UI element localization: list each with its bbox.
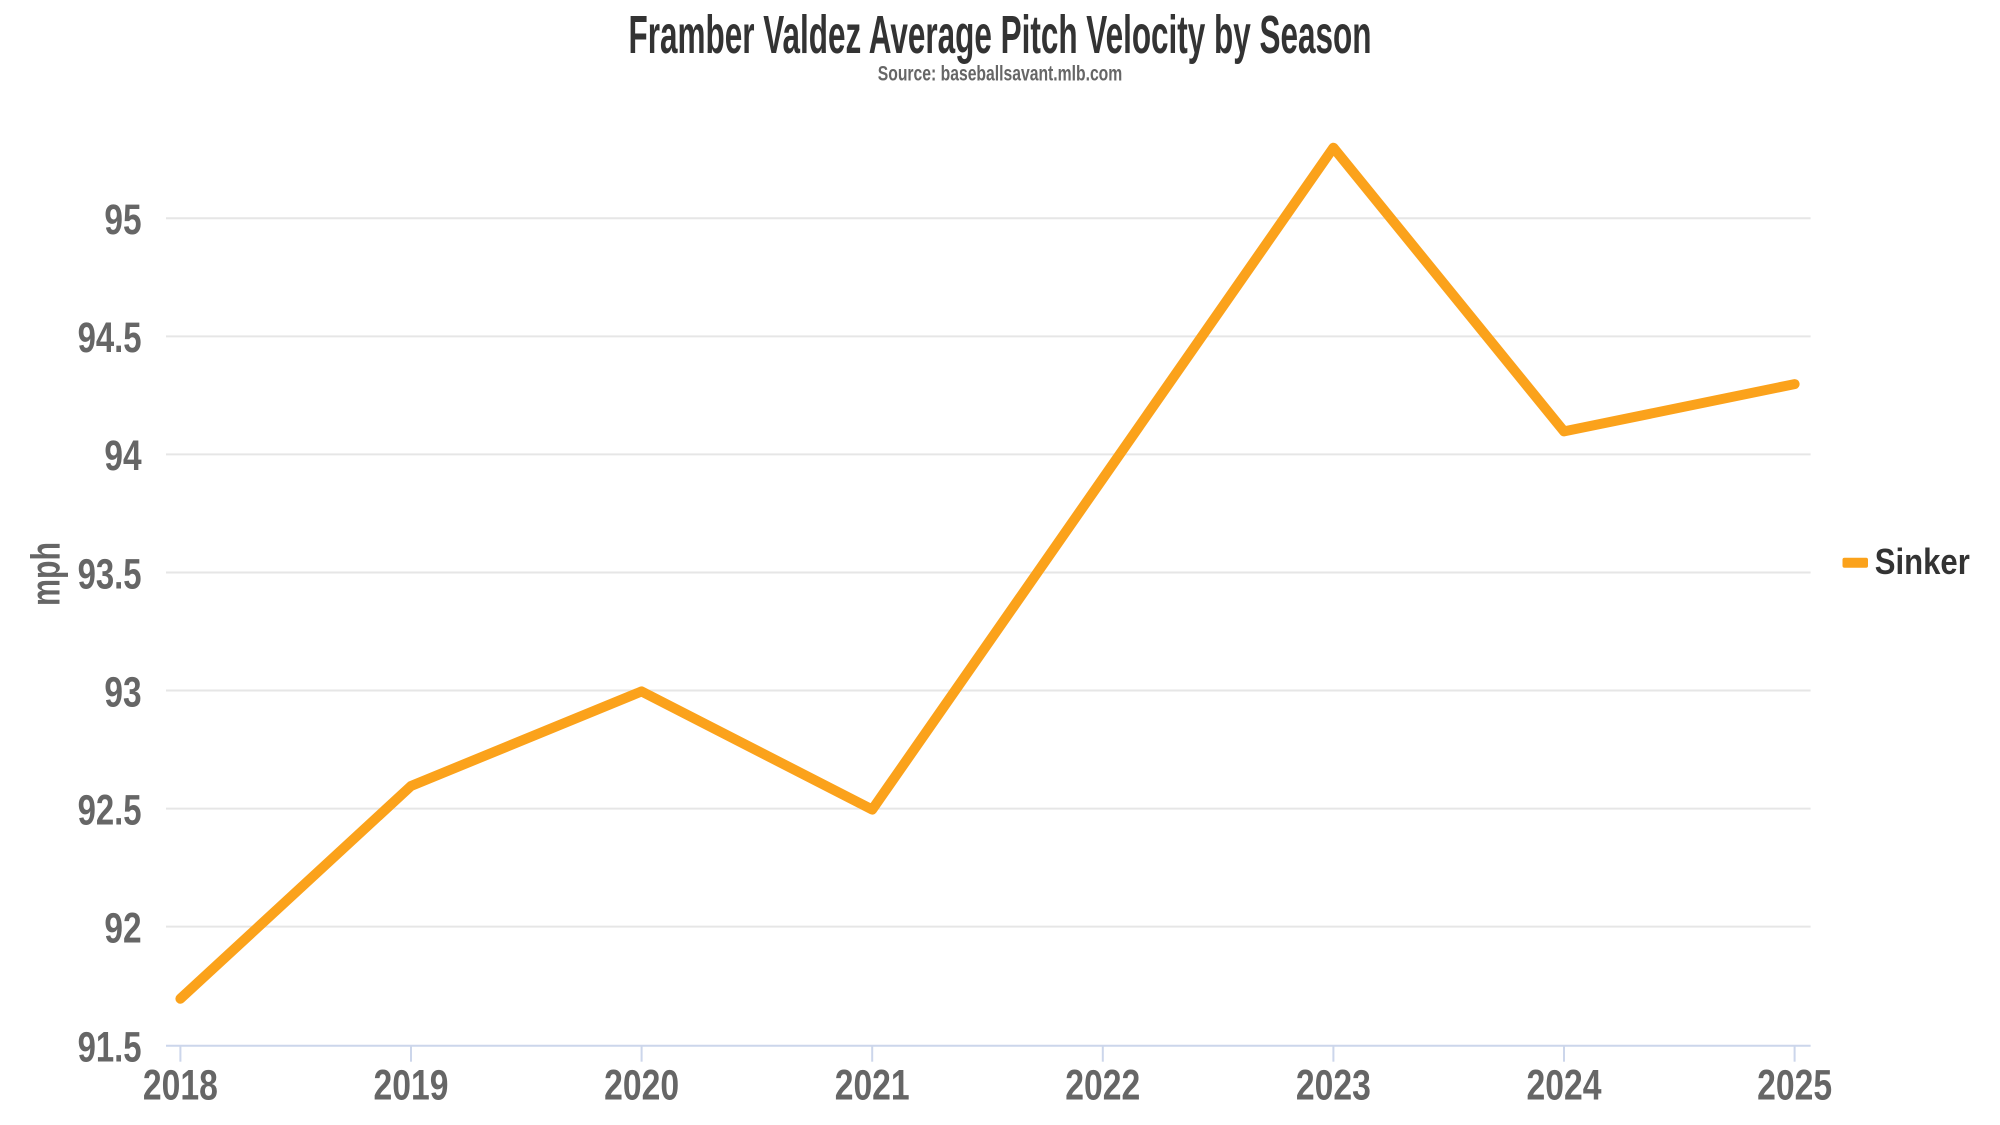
- svg-text:2018: 2018: [143, 1062, 218, 1110]
- svg-text:2019: 2019: [374, 1062, 449, 1110]
- svg-text:2023: 2023: [1296, 1062, 1371, 1110]
- svg-text:94.5: 94.5: [78, 314, 142, 362]
- svg-text:2025: 2025: [1757, 1062, 1832, 1110]
- svg-text:93: 93: [104, 668, 141, 716]
- svg-text:2021: 2021: [835, 1062, 910, 1110]
- svg-text:92.5: 92.5: [78, 786, 142, 834]
- svg-text:95: 95: [104, 196, 141, 244]
- svg-text:Sinker: Sinker: [1875, 541, 1970, 582]
- svg-text:2020: 2020: [604, 1062, 679, 1110]
- svg-text:93.5: 93.5: [78, 550, 142, 598]
- svg-text:Framber Valdez Average Pitch V: Framber Valdez Average Pitch Velocity by…: [629, 5, 1372, 65]
- svg-text:mph: mph: [22, 542, 68, 606]
- svg-text:2024: 2024: [1527, 1062, 1602, 1110]
- svg-text:92: 92: [104, 904, 141, 952]
- svg-text:2022: 2022: [1065, 1062, 1140, 1110]
- svg-text:Source: baseballsavant.mlb.com: Source: baseballsavant.mlb.com: [878, 62, 1123, 86]
- svg-text:91.5: 91.5: [78, 1024, 142, 1072]
- svg-text:94: 94: [104, 432, 141, 480]
